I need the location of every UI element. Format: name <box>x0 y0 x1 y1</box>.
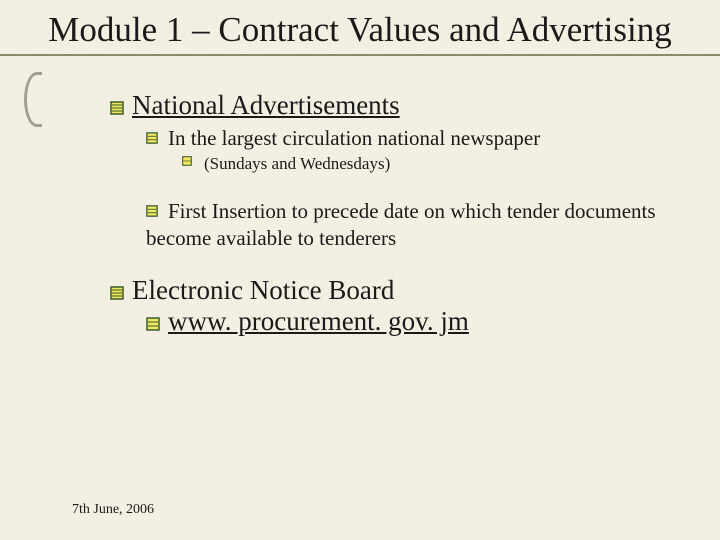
list-sub-item: (Sundays and Wednesdays) <box>182 154 680 174</box>
bullet-icon <box>110 286 124 300</box>
list-item-text: First Insertion to precede date on which… <box>146 199 656 250</box>
link-item[interactable]: www. procurement. gov. jm <box>146 306 680 337</box>
footer-date: 7th June, 2006 <box>72 502 154 518</box>
link-text: www. procurement. gov. jm <box>168 306 469 336</box>
slide-title: Module 1 – Contract Values and Advertisi… <box>30 8 690 52</box>
section-heading-1-text: National Advertisements <box>132 90 400 120</box>
list-item: First Insertion to precede date on which… <box>146 198 680 253</box>
section-heading-2: Electronic Notice Board <box>110 275 680 306</box>
bullet-icon <box>146 317 160 331</box>
bullet-icon <box>146 205 160 219</box>
bullet-icon <box>110 101 124 115</box>
section-heading-2-text: Electronic Notice Board <box>132 275 394 305</box>
bullet-icon <box>146 132 160 146</box>
list-item-text: In the largest circulation national news… <box>168 126 540 150</box>
title-underline <box>0 54 720 56</box>
bullet-icon <box>182 156 196 170</box>
content-area: National Advertisements In the largest c… <box>0 62 720 337</box>
list-item: In the largest circulation national news… <box>146 125 680 152</box>
title-area: Module 1 – Contract Values and Advertisi… <box>0 0 720 62</box>
shadow-ornament-icon <box>24 72 42 127</box>
list-sub-item-text: (Sundays and Wednesdays) <box>204 154 390 173</box>
section-heading-1: National Advertisements <box>110 90 680 121</box>
